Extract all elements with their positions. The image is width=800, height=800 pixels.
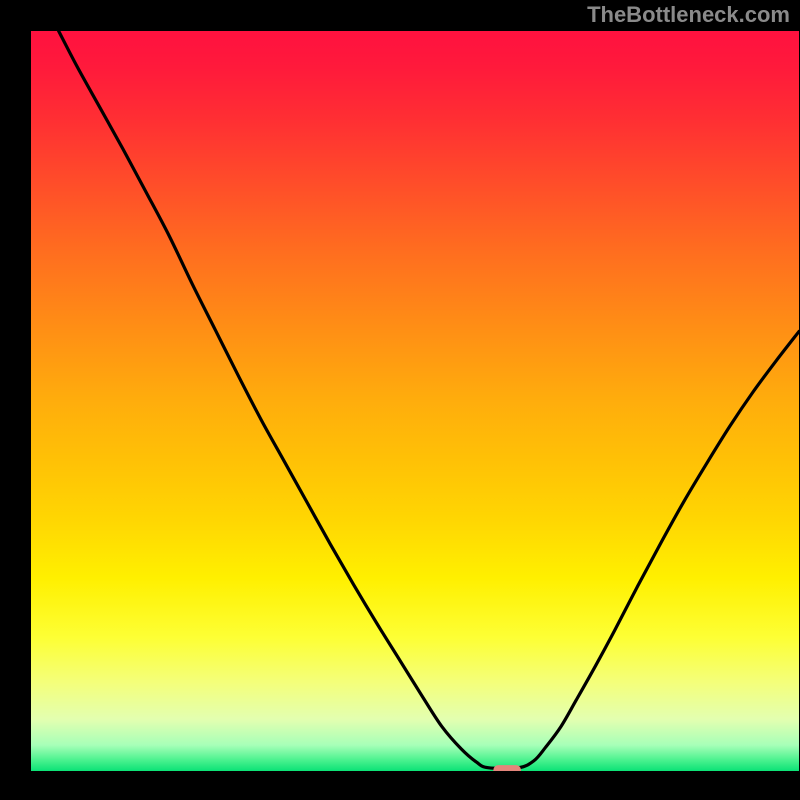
bottleneck-chart <box>31 31 799 771</box>
chart-stage: TheBottleneck.com <box>0 0 800 800</box>
chart-svg <box>31 31 799 771</box>
watermark-text: TheBottleneck.com <box>587 2 790 28</box>
chart-background <box>31 31 799 771</box>
optimum-marker <box>493 765 521 771</box>
